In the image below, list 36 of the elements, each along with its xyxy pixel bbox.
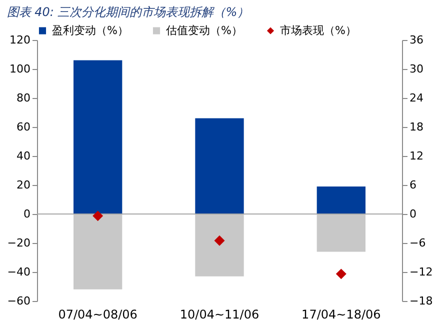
point <box>336 268 346 280</box>
bar <box>195 118 244 214</box>
y-tick-label: −40 <box>7 266 30 278</box>
point <box>92 210 104 222</box>
y-tick-label: 80 <box>16 92 30 104</box>
y2-tick-label: 18 <box>410 120 424 134</box>
legend-label: 市场表现（%） <box>280 24 356 37</box>
y2-tick-label: 12 <box>410 150 424 162</box>
y-tick-label: 0 <box>24 208 30 220</box>
bar <box>316 214 366 252</box>
bar <box>195 214 244 276</box>
y2-tick-label: 30 <box>410 62 424 76</box>
y2-tick-label: 24 <box>410 92 424 104</box>
y-tick-label: 20 <box>16 178 30 192</box>
x-tick-label: 10/04~11/06 <box>180 308 260 322</box>
y2-tick-label: −18 <box>410 294 433 308</box>
y2-tick-label: −12 <box>410 266 433 278</box>
y2-tick-label: −6 <box>410 236 426 250</box>
legend-label: 估值变动（%） <box>166 24 242 37</box>
x-tick-label: 17/04~18/06 <box>302 308 381 322</box>
bar <box>74 214 122 290</box>
y-tick-label: −20 <box>7 236 30 250</box>
bar <box>316 186 366 214</box>
y-tick-label: −60 <box>7 294 30 308</box>
y-tick-label: 100 <box>10 62 30 76</box>
chart-title: 图表 40: 三次分化期间的市场表现拆解（%） <box>6 5 250 19</box>
point <box>214 235 225 246</box>
y-tick-label: 40 <box>16 150 30 162</box>
y2-tick-label: 0 <box>410 208 416 220</box>
legend-label: 盈利变动（%） <box>52 24 128 37</box>
y2-tick-label: 6 <box>410 178 416 192</box>
x-tick-label: 07/04~08/06 <box>58 308 138 322</box>
y-tick-label: 60 <box>16 120 30 134</box>
bar <box>74 60 122 214</box>
y2-tick-label: 36 <box>410 34 424 46</box>
y-tick-label: 120 <box>10 34 30 46</box>
